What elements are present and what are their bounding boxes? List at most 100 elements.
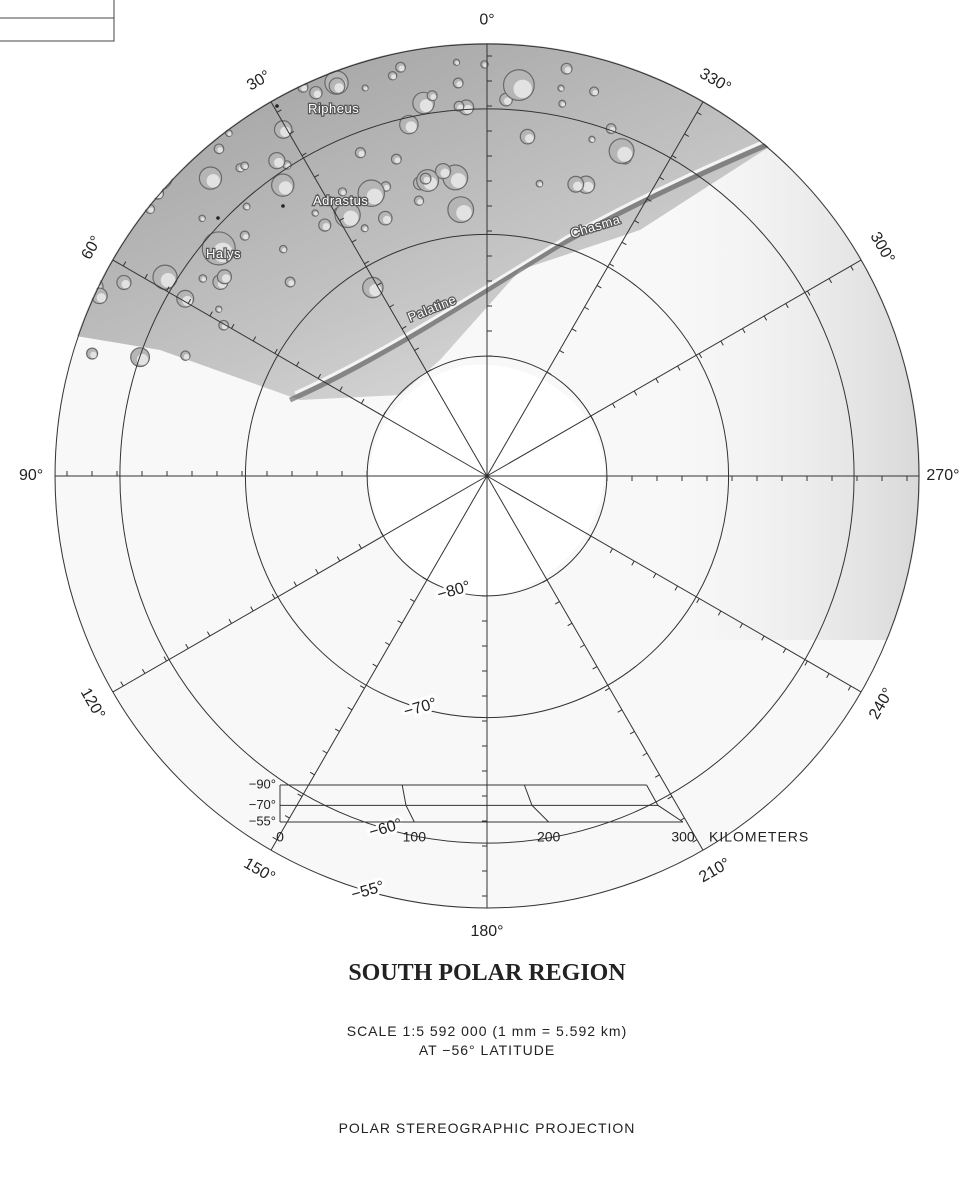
tick xyxy=(629,731,635,735)
tick xyxy=(717,610,722,616)
tick xyxy=(339,217,345,221)
tick xyxy=(567,622,573,627)
tick xyxy=(334,728,340,732)
feature-label: Adrastus xyxy=(313,193,368,208)
tick xyxy=(806,290,811,296)
crater xyxy=(342,56,352,66)
crater-light xyxy=(140,207,145,212)
crater xyxy=(136,162,144,170)
crater-light xyxy=(87,192,96,201)
crater-light xyxy=(280,126,291,137)
tick xyxy=(785,303,789,309)
tick xyxy=(584,306,590,311)
meridian-label: 90° xyxy=(19,467,43,484)
meridian-label: 150° xyxy=(241,855,278,886)
map-title: SOUTH POLAR REGION xyxy=(348,960,626,986)
tick xyxy=(358,543,362,549)
tick xyxy=(761,635,765,641)
scale-tick xyxy=(523,784,550,823)
tick xyxy=(397,620,403,624)
crater-light xyxy=(288,280,295,287)
tick xyxy=(642,752,648,757)
crater-light xyxy=(322,222,330,231)
tick xyxy=(826,673,830,679)
tick xyxy=(336,556,341,562)
projection: POLAR STEREOGRAPHIC PROJECTION xyxy=(339,1120,636,1136)
tick xyxy=(579,644,585,648)
tick xyxy=(847,685,852,691)
crater-light xyxy=(200,217,205,221)
crater-light xyxy=(138,164,143,169)
tick xyxy=(804,660,808,666)
crater-light xyxy=(182,68,204,90)
crater-light xyxy=(164,125,170,131)
tick xyxy=(654,774,660,778)
crater xyxy=(177,55,187,65)
crater-light xyxy=(301,85,308,92)
crater xyxy=(98,201,114,217)
tick xyxy=(293,581,297,587)
tick xyxy=(380,531,384,537)
crater-light xyxy=(144,181,154,190)
tick xyxy=(301,152,307,157)
crater-light xyxy=(206,174,220,188)
crater-light xyxy=(212,242,233,263)
crater-light xyxy=(364,86,368,91)
meridian-label: 120° xyxy=(77,685,108,722)
crater-light xyxy=(343,210,359,226)
corner-box xyxy=(0,0,115,42)
crater-light xyxy=(617,146,633,162)
meridian xyxy=(270,475,488,851)
tick xyxy=(351,239,357,243)
tick xyxy=(271,593,276,599)
crater-light xyxy=(180,58,186,64)
crater-light xyxy=(243,234,249,240)
crater-light xyxy=(405,121,417,133)
tick xyxy=(587,535,592,541)
tick xyxy=(389,304,395,308)
tick xyxy=(185,643,189,649)
crater-light xyxy=(201,277,206,282)
crater xyxy=(161,122,171,132)
tick xyxy=(359,685,365,689)
tick xyxy=(542,579,548,583)
scale-tick-label: 200 xyxy=(537,829,561,845)
meridian xyxy=(486,475,704,851)
crater-light xyxy=(217,147,223,153)
tick xyxy=(604,687,610,692)
tick xyxy=(828,278,833,284)
meridian-label: 240° xyxy=(866,685,897,722)
tick xyxy=(633,390,638,396)
crater-light xyxy=(334,83,344,93)
tick xyxy=(317,373,322,379)
crater-light xyxy=(430,94,437,100)
crater-light xyxy=(363,227,368,232)
scale-tick-label: 300 xyxy=(671,829,695,845)
meridian xyxy=(486,259,862,477)
tick xyxy=(609,548,614,554)
tick xyxy=(322,750,328,754)
tick xyxy=(559,349,565,354)
crater-light xyxy=(285,163,291,169)
tick xyxy=(667,795,673,800)
meridian xyxy=(486,475,862,693)
tick xyxy=(617,709,623,713)
tick xyxy=(163,656,168,662)
crater-light xyxy=(382,215,392,224)
meridian xyxy=(112,475,488,693)
scale-tick xyxy=(401,784,415,823)
tick xyxy=(187,298,192,304)
crater-light xyxy=(107,174,114,181)
crater-light xyxy=(573,181,583,191)
crater-light xyxy=(113,180,126,193)
feature-dot xyxy=(275,104,279,108)
meridian-label: 60° xyxy=(78,233,105,262)
tick xyxy=(850,265,854,271)
scale-tick-label: 100 xyxy=(403,829,427,845)
crater-light xyxy=(96,65,103,72)
crater-light xyxy=(394,157,401,164)
tick xyxy=(684,133,690,137)
tick xyxy=(692,839,698,843)
crater xyxy=(168,154,177,163)
